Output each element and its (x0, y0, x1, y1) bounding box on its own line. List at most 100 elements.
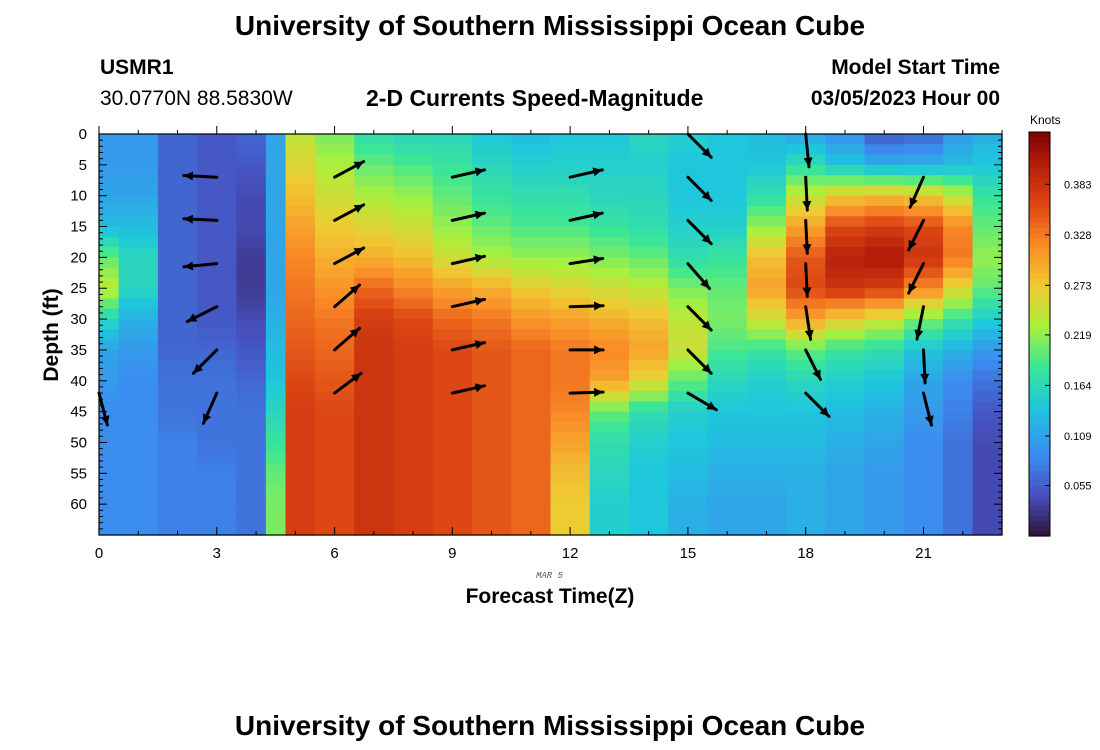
heatmap-cell (589, 216, 630, 228)
current-vector (333, 326, 361, 352)
heatmap-cell (393, 504, 434, 516)
current-vector (802, 262, 812, 298)
heatmap-cell (99, 411, 120, 423)
heatmap-cell (943, 319, 974, 330)
heatmap-cell (550, 339, 591, 351)
heatmap-cell (236, 442, 267, 454)
current-vector (333, 246, 366, 266)
current-vector (333, 203, 366, 222)
heatmap-cell (197, 277, 238, 289)
heatmap-cell (589, 164, 630, 176)
heatmap-cell (157, 298, 198, 310)
heatmap-cell (972, 463, 1003, 474)
heatmap-cell (236, 205, 267, 217)
heatmap-cell (285, 257, 316, 269)
heatmap-cell (589, 463, 630, 474)
current-vector (908, 175, 925, 209)
heatmap-cell (943, 452, 974, 464)
heatmap-cell (707, 504, 748, 516)
heatmap-cell (825, 308, 866, 320)
heatmap-cell (903, 463, 944, 474)
heatmap-cell (314, 370, 355, 382)
heatmap-cell (972, 298, 1003, 310)
heatmap-cell (197, 349, 238, 361)
heatmap-cell (118, 411, 159, 423)
heatmap-cell (707, 473, 748, 485)
heatmap-cell (393, 257, 434, 269)
heatmap-cell (972, 164, 1003, 176)
heatmap-cell (589, 493, 630, 505)
heatmap-cell (99, 267, 120, 279)
heatmap-cell (99, 185, 120, 197)
heatmap-cell (354, 267, 395, 279)
heatmap-cell (864, 247, 905, 258)
heatmap-cell (707, 463, 748, 474)
heatmap-cell (511, 432, 552, 444)
heatmap-cell (825, 421, 866, 433)
heatmap-cell (864, 473, 905, 485)
heatmap-cell (629, 411, 669, 423)
chart-axes: 0 3 6 9 12 15 18 21 0 5 10 15 20 25 30 35 40 45 50 55 60 (70, 126, 1003, 562)
heatmap-cell (393, 463, 434, 474)
heatmap-cell (786, 391, 826, 402)
heatmap-cell (825, 391, 866, 402)
heatmap-cell (668, 401, 709, 413)
y-tick-label: 45 (70, 404, 87, 421)
heatmap-cell (746, 401, 787, 413)
current-vector (182, 214, 219, 224)
heatmap-cell (550, 319, 591, 330)
heatmap-cell (550, 288, 591, 300)
heatmap-cell (354, 493, 395, 505)
heatmap-cell (393, 267, 434, 279)
heatmap-cell (746, 493, 787, 505)
heatmap-cell (157, 452, 198, 464)
heatmap-cell (511, 329, 552, 341)
heatmap-cell (668, 473, 709, 485)
heatmap-cell (314, 144, 355, 156)
heatmap-cell (589, 339, 630, 351)
heatmap-cell (354, 391, 395, 402)
heatmap-cell (786, 483, 826, 495)
heatmap-cell (314, 401, 355, 413)
heatmap-cell (511, 370, 552, 382)
heatmap-cell (197, 432, 238, 444)
heatmap-cell (118, 432, 159, 444)
heatmap-cell (265, 277, 287, 289)
heatmap-cell (432, 247, 473, 258)
heatmap-cell (943, 442, 974, 454)
heatmap-cell (285, 380, 316, 392)
heatmap-cell (746, 380, 787, 392)
heatmap-cell (825, 514, 866, 526)
heatmap-cell (629, 267, 669, 279)
heatmap-cell (707, 298, 748, 310)
heatmap-cell (511, 421, 552, 433)
current-vector (568, 301, 605, 311)
heatmap-cell (314, 432, 355, 444)
heatmap-cell (432, 452, 473, 464)
heatmap-cell (285, 216, 316, 228)
heatmap-cell (236, 493, 267, 505)
heatmap-cell (903, 195, 944, 207)
heatmap-cell (354, 329, 395, 341)
heatmap-cell (864, 401, 905, 413)
heatmap-cell (864, 267, 905, 279)
heatmap-cell (943, 267, 974, 279)
heatmap-cell (285, 493, 316, 505)
heatmap-cell (550, 277, 591, 289)
heatmap-cell (471, 185, 512, 197)
heatmap-cell (471, 483, 512, 495)
heatmap-cell (668, 236, 709, 248)
heatmap-cell (157, 154, 198, 166)
heatmap-cell (197, 483, 238, 495)
current-vector (333, 371, 363, 395)
heatmap-cell (746, 205, 787, 217)
heatmap-cell (99, 319, 120, 330)
heatmap-cell (825, 216, 866, 228)
heatmap-cell (471, 493, 512, 505)
heatmap-cell (668, 329, 709, 341)
heatmap-cell (393, 164, 434, 176)
current-vector (686, 132, 713, 159)
heatmap-cell (99, 514, 120, 526)
heatmap-cell (550, 205, 591, 217)
heatmap-cell (197, 329, 238, 341)
